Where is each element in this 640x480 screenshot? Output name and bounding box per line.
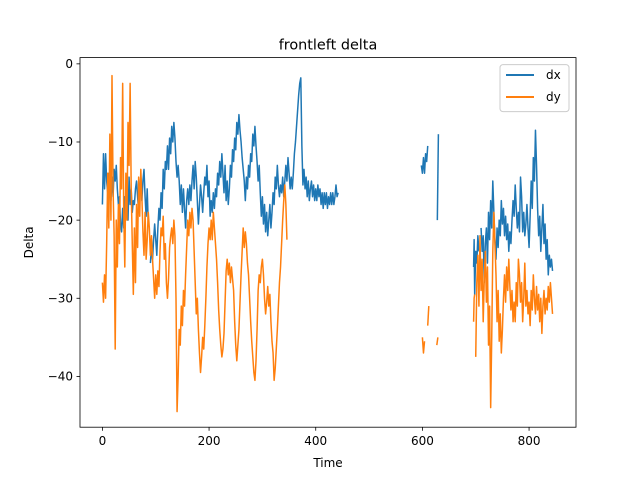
chart-title: frontleft delta	[279, 38, 378, 54]
series-dy-segment-1	[421, 337, 426, 354]
series-dx-segment-3	[436, 134, 440, 221]
x-tick-label: 800	[518, 434, 541, 448]
x-tick-label: 600	[411, 434, 434, 448]
y-axis: 0 −10 −20 −30 −40	[48, 57, 80, 384]
y-tick-label: −40	[48, 370, 73, 384]
y-tick-label: −20	[48, 213, 73, 227]
x-tick-label: 400	[304, 434, 327, 448]
x-axis-label: Time	[312, 456, 342, 470]
series-dy-segment-3	[436, 337, 439, 346]
series-dx-segment-5	[480, 129, 554, 284]
y-tick-label: 0	[65, 57, 73, 71]
x-axis: 0 200 400 600 800	[99, 427, 541, 448]
series-dx-segment-2	[420, 145, 429, 174]
series-dy-segment-4	[472, 294, 476, 322]
x-tick-label: 200	[198, 434, 221, 448]
legend-label-dx: dx	[546, 68, 561, 82]
x-tick-label: 0	[99, 434, 107, 448]
legend-box	[499, 64, 570, 113]
series-dx-segment-1	[149, 77, 339, 264]
series-dy-segment-2	[426, 306, 430, 326]
plot-frame	[79, 57, 577, 428]
series-dy-segment-0	[101, 74, 288, 413]
legend: dx dy	[499, 64, 570, 113]
plot-area	[80, 57, 576, 428]
series-dy-segment-5	[474, 211, 554, 409]
series-layer	[101, 74, 554, 413]
legend-label-dy: dy	[546, 90, 561, 104]
y-axis-label: Delta	[22, 226, 36, 258]
series-dx-segment-4	[472, 235, 480, 296]
y-tick-label: −30	[48, 291, 73, 305]
y-tick-label: −10	[48, 135, 73, 149]
